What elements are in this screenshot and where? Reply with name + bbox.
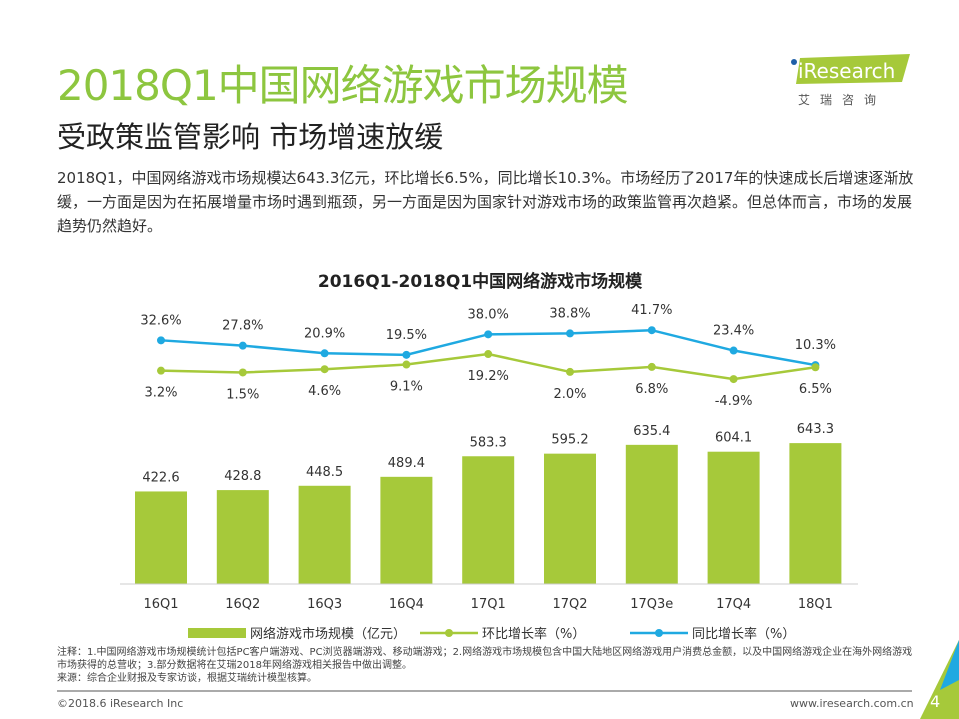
- svg-text:艾瑞咨询: 艾瑞咨询: [798, 92, 886, 107]
- point: [238, 341, 247, 350]
- point-label: 20.9%: [304, 326, 345, 341]
- iresearch-logo: iResearch 艾瑞咨询: [791, 54, 910, 107]
- bar-label: 595.2: [551, 433, 588, 448]
- x-tick-label: 17Q1: [471, 597, 506, 612]
- point: [320, 365, 329, 374]
- page-subtitle: 受政策监管影响 市场增速放缓: [57, 120, 444, 154]
- point-label: 41.7%: [631, 303, 672, 318]
- x-tick-label: 17Q3e: [630, 597, 673, 612]
- point: [484, 330, 493, 339]
- copyright: ©2018.6 iResearch Inc: [57, 697, 184, 710]
- point-label: 6.5%: [799, 382, 832, 397]
- x-tick-label: 16Q4: [389, 597, 424, 612]
- point: [157, 336, 165, 345]
- description: 2018Q1，中国网络游戏市场规模达643.3亿元，环比增长6.5%，同比增长1…: [57, 169, 914, 235]
- point-label: 1.5%: [226, 387, 259, 402]
- bar-label: 643.3: [797, 422, 834, 437]
- page-title: 2018Q1中国网络游戏市场规模: [57, 61, 629, 110]
- legend-bar-label: 网络游戏市场规模（亿元）: [250, 626, 406, 642]
- point: [157, 366, 165, 375]
- point-label: 23.4%: [713, 324, 754, 339]
- point-label: 3.2%: [144, 386, 177, 401]
- point-label: -4.9%: [715, 394, 753, 409]
- legend-bar-swatch: [188, 628, 246, 638]
- bar-label: 604.1: [715, 431, 752, 446]
- bar-17Q3e: [625, 444, 678, 584]
- point: [729, 346, 738, 355]
- point: [238, 368, 247, 377]
- source-text: 来源：综合企业财报及专家访谈，根据艾瑞统计模型核算。: [57, 673, 317, 684]
- x-tick-label: 16Q3: [307, 597, 342, 612]
- point: [647, 362, 656, 371]
- point: [566, 329, 574, 338]
- note-text: 注释：1.中国网络游戏市场规模统计包括PC客户端游戏、PC浏览器端游戏、移动端游…: [57, 647, 913, 671]
- point: [402, 350, 411, 359]
- divider: [57, 690, 912, 692]
- point: [484, 350, 493, 359]
- bar-label: 428.8: [224, 469, 261, 484]
- point-label: 6.8%: [635, 382, 668, 397]
- point-label: 2.0%: [553, 387, 586, 402]
- point-label: 9.1%: [390, 380, 423, 395]
- bar-label: 583.3: [470, 435, 507, 450]
- bar-17Q4: [707, 451, 760, 584]
- point: [647, 326, 656, 335]
- point-label: 38.8%: [549, 306, 590, 321]
- bar-17Q1: [462, 456, 515, 584]
- bar-label: 635.4: [633, 424, 670, 439]
- bar-label: 448.5: [306, 465, 343, 480]
- point: [811, 363, 820, 372]
- x-tick-label: 16Q2: [225, 597, 260, 612]
- point-label: 38.0%: [468, 307, 509, 322]
- chart-title: 2016Q1-2018Q1中国网络游戏市场规模: [318, 271, 643, 292]
- svg-text:iResearch: iResearch: [798, 59, 895, 83]
- bar-16Q1: [135, 491, 187, 584]
- page-number: 4: [930, 692, 941, 711]
- point-label: 27.8%: [222, 319, 263, 334]
- point-label: 32.6%: [140, 313, 181, 328]
- bar-label: 489.4: [388, 456, 425, 471]
- point-label: 10.3%: [795, 338, 836, 353]
- legend-yoy-label: 同比增长率（%）: [692, 626, 795, 642]
- bar-17Q2: [544, 453, 596, 584]
- point: [402, 360, 411, 369]
- bar-16Q3: [298, 485, 351, 584]
- chart: 2016Q1-2018Q1中国网络游戏市场规模 422.6 16Q1 428.8 16…: [120, 271, 858, 642]
- x-tick-label: 17Q2: [552, 597, 587, 612]
- x-tick-label: 17Q4: [716, 597, 751, 612]
- notes: 注释：1.中国网络游戏市场规模统计包括PC客户端游戏、PC浏览器端游戏、移动端游…: [57, 646, 917, 685]
- point: [566, 367, 574, 376]
- point: [320, 349, 329, 358]
- website-link[interactable]: www.iresearch.com.cn: [790, 697, 914, 710]
- bar-16Q4: [380, 476, 433, 584]
- point: [729, 375, 738, 384]
- bar-18Q1: [789, 443, 842, 584]
- x-tick-label: 18Q1: [798, 597, 833, 612]
- point-label: 19.5%: [386, 328, 427, 343]
- x-tick-label: 16Q1: [143, 597, 178, 612]
- point-label: 4.6%: [308, 384, 341, 399]
- corner-decoration: [920, 640, 959, 719]
- legend: 网络游戏市场规模（亿元） 环比增长率（%） 同比增长率（%）: [188, 626, 795, 642]
- bar-label: 422.6: [142, 470, 179, 485]
- point-label: 19.2%: [468, 369, 509, 384]
- legend-qoq-label: 环比增长率（%）: [482, 626, 585, 642]
- bar-16Q2: [216, 490, 269, 584]
